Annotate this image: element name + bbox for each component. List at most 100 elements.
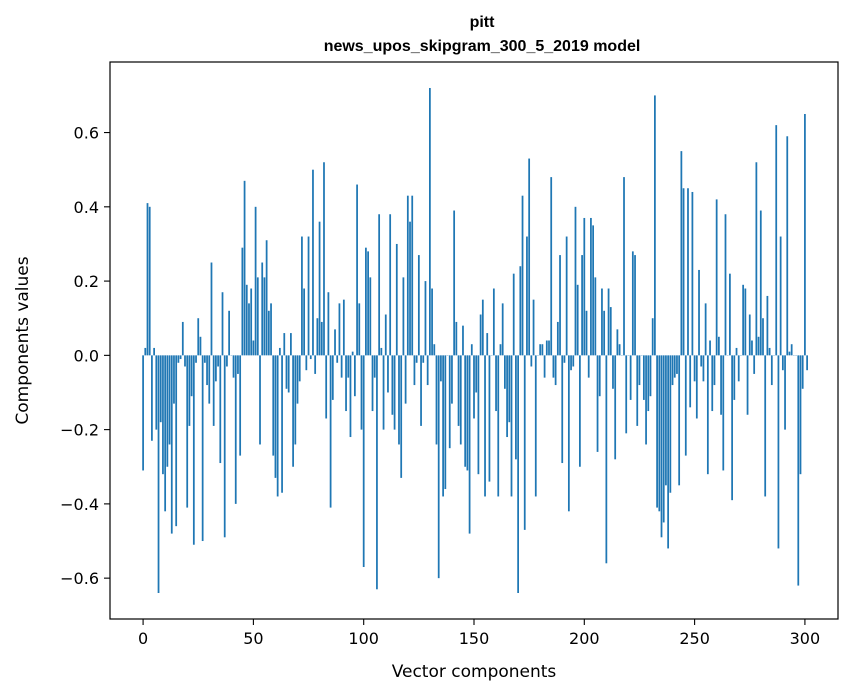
x-tick-label: 250 (679, 629, 710, 648)
bar-component-47 (245, 284, 248, 356)
bar-component-66 (287, 355, 290, 393)
bar-component-154 (481, 299, 484, 356)
bar-component-291 (784, 355, 786, 430)
bar-component-249 (691, 191, 694, 356)
bar-component-130 (429, 87, 431, 356)
x-tick-label: 100 (348, 629, 379, 648)
bar-component-63 (281, 355, 283, 493)
bar-component-243 (678, 355, 681, 486)
bar-component-267 (731, 355, 733, 501)
bar-component-97 (356, 184, 358, 356)
bar-component-61 (276, 355, 279, 497)
bar-component-153 (479, 314, 482, 356)
bar-component-57 (267, 310, 270, 356)
bar-component-252 (698, 269, 700, 356)
bar-component-203 (590, 217, 592, 356)
chart-title-line-1: pitt (470, 14, 496, 31)
bar-component-99 (360, 355, 363, 430)
bar-component-13 (170, 355, 173, 534)
bar-component-90 (340, 355, 343, 378)
bar-component-282 (764, 355, 767, 497)
bar-component-232 (654, 95, 656, 356)
bar-component-77 (312, 169, 314, 356)
bar-component-212 (609, 307, 612, 356)
bar-component-240 (671, 355, 674, 386)
x-tick-label: 150 (459, 629, 490, 648)
bar-component-96 (353, 355, 356, 397)
bar-component-131 (431, 288, 433, 356)
bar-component-255 (704, 303, 707, 356)
bar-component-29 (206, 355, 208, 386)
x-axis-ticks: 0 50 100 150 200 250 300 (138, 619, 820, 648)
bar-component-278 (755, 162, 758, 356)
bar-component-300 (804, 113, 806, 356)
bar-component-182 (543, 355, 546, 378)
bar-component-27 (201, 355, 204, 542)
bar-component-175 (528, 158, 531, 356)
bar-component-230 (649, 355, 652, 397)
bar-component-233 (656, 355, 658, 508)
bar-component-162 (499, 344, 502, 356)
bar-component-284 (768, 347, 771, 356)
bar-component-11 (166, 355, 169, 467)
bar-component-105 (373, 355, 376, 378)
bar-component-181 (541, 344, 544, 356)
bar-component-109 (382, 355, 385, 430)
bar-component-102 (367, 251, 369, 356)
bar-component-54 (261, 262, 264, 356)
bar-component-268 (733, 355, 736, 400)
bar-component-238 (667, 355, 670, 549)
bar-component-260 (715, 199, 718, 356)
bar-component-245 (682, 188, 685, 356)
bar-component-266 (729, 273, 731, 356)
bar-component-113 (391, 355, 394, 415)
bar-component-64 (283, 333, 286, 356)
bar-component-37 (223, 355, 226, 538)
bar-component-258 (711, 355, 714, 412)
bar-component-221 (629, 355, 632, 400)
bar-component-39 (228, 310, 230, 356)
bar-component-293 (788, 351, 791, 356)
bar-component-283 (766, 295, 769, 356)
bar-component-123 (413, 355, 416, 386)
bar-component-127 (422, 355, 425, 363)
bar-component-16 (177, 355, 180, 363)
bar-component-157 (488, 355, 491, 482)
bar-component-116 (398, 355, 400, 445)
bar-component-93 (347, 355, 350, 378)
bar-component-165 (506, 355, 508, 438)
bar-component-194 (570, 355, 572, 371)
bar-component-236 (662, 355, 665, 523)
bar-component-118 (402, 277, 405, 356)
bar-component-30 (208, 355, 211, 404)
bar-component-141 (453, 210, 456, 356)
bar-component-140 (451, 355, 453, 404)
bar-component-35 (219, 355, 222, 464)
x-axis-label: Vector components (392, 662, 557, 682)
bar-component-197 (576, 284, 579, 356)
bar-component-287 (775, 125, 778, 356)
bar-component-45 (241, 247, 244, 356)
bar-component-196 (574, 206, 577, 356)
bar-component-51 (254, 206, 257, 356)
bar-component-89 (338, 303, 341, 356)
bar-component-42 (234, 355, 237, 504)
bar-component-274 (746, 355, 749, 415)
bar-component-112 (389, 214, 392, 356)
bar-component-264 (724, 214, 727, 356)
bar-component-67 (290, 333, 292, 356)
bar-component-187 (554, 355, 557, 386)
bar-component-117 (400, 355, 403, 478)
bar-component-275 (748, 314, 751, 356)
bar-component-83 (325, 355, 328, 419)
bar-component-215 (616, 329, 619, 356)
bar-component-195 (572, 355, 575, 367)
x-tick-label: 300 (790, 629, 821, 648)
bar-component-56 (265, 240, 268, 356)
bar-component-231 (651, 318, 654, 356)
bar-component-75 (307, 236, 310, 356)
bar-component-65 (285, 355, 288, 389)
bar-component-98 (358, 303, 361, 356)
bar-component-134 (437, 355, 440, 579)
